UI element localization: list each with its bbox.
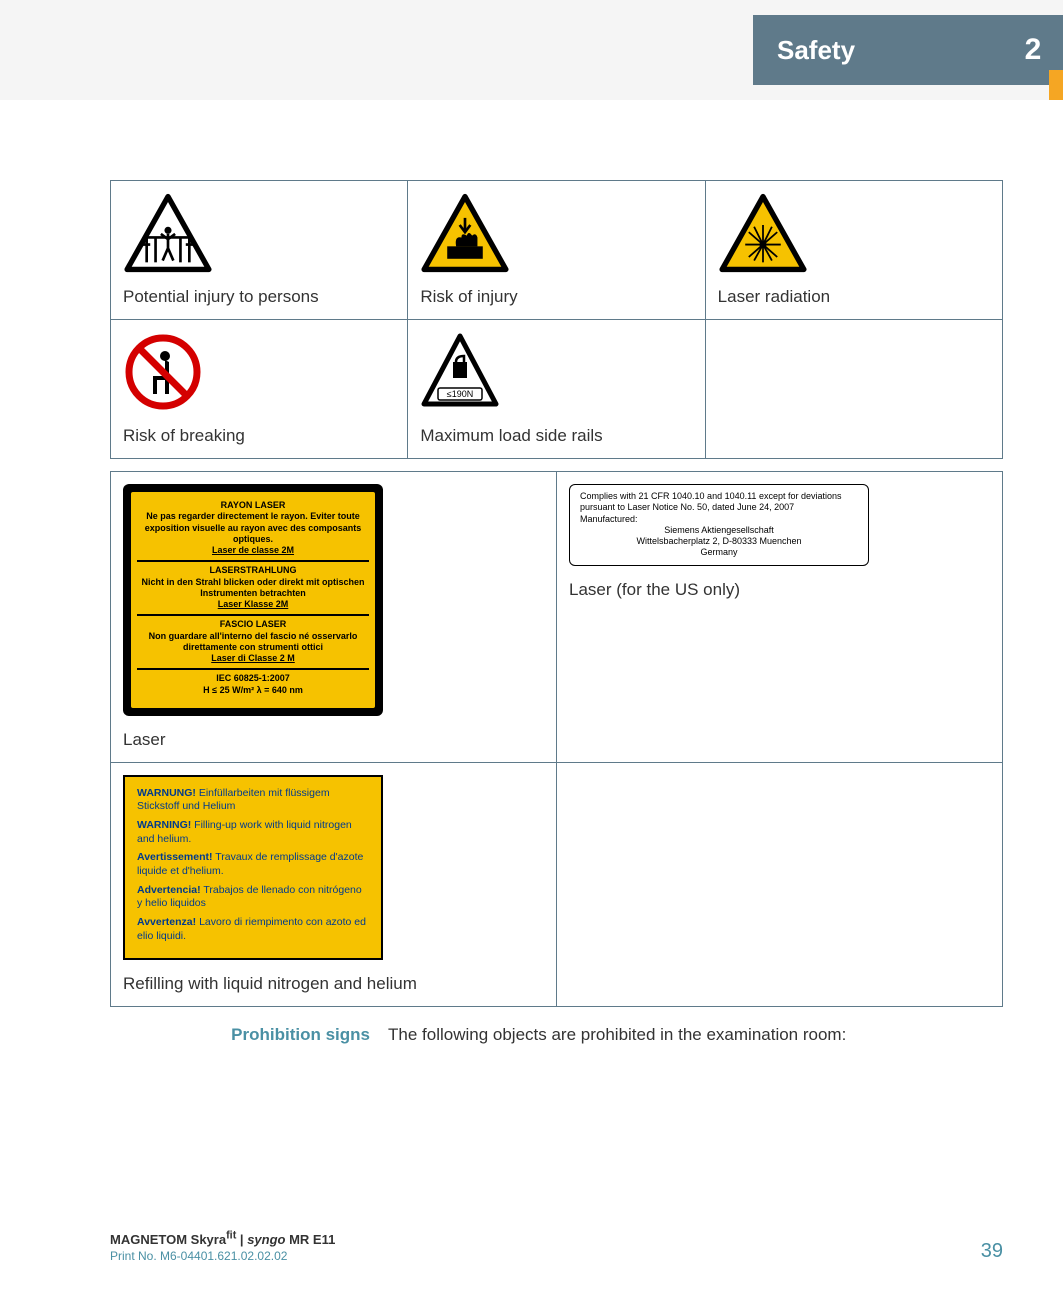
page-footer: MAGNETOM Skyrafit | syngo MR E11 Print N… — [110, 1230, 1003, 1263]
sign-label: Laser (for the US only) — [569, 580, 990, 600]
laser-warning-label: RAYON LASER Ne pas regarder directement … — [123, 484, 383, 716]
warning-signs-table-1: Potential injury to persons Risk of — [110, 180, 1003, 459]
hand-injury-icon — [420, 193, 510, 273]
page-number: 39 — [981, 1240, 1003, 1263]
prohibition-text: The following objects are prohibited in … — [388, 1025, 846, 1045]
header-title: Safety — [753, 15, 1003, 85]
prohibition-heading: Prohibition signs The following objects … — [110, 1025, 1003, 1045]
no-sitting-icon — [123, 332, 203, 412]
sign-label: Refilling with liquid nitrogen and heliu… — [123, 974, 544, 994]
sign-label: Risk of injury — [420, 287, 692, 307]
laser-radiation-icon — [718, 193, 808, 273]
sign-label: Potential injury to persons — [123, 287, 395, 307]
refill-warning-label: WARNUNG! Einfüllarbeiten mit flüssigem S… — [123, 775, 383, 960]
sign-label: Maximum load side rails — [420, 426, 692, 446]
sign-label: Laser radiation — [718, 287, 990, 307]
svg-text:≤190N: ≤190N — [447, 389, 473, 399]
sign-label: Laser — [123, 730, 544, 750]
page-body: Potential injury to persons Risk of — [0, 100, 1063, 1293]
sign-label: Risk of breaking — [123, 426, 395, 446]
gate-injury-icon — [123, 193, 213, 273]
max-load-icon: ≤190N — [420, 332, 500, 412]
us-compliance-label: Complies with 21 CFR 1040.10 and 1040.11… — [569, 484, 869, 566]
product-line: MAGNETOM Skyrafit | syngo MR E11 — [110, 1230, 335, 1247]
prohibition-lead: Prohibition signs — [110, 1025, 370, 1045]
warning-signs-table-2: RAYON LASER Ne pas regarder directement … — [110, 471, 1003, 1007]
page-header: Safety 2 — [0, 0, 1063, 100]
print-number: Print No. M6-04401.621.02.02.02 — [110, 1249, 335, 1263]
